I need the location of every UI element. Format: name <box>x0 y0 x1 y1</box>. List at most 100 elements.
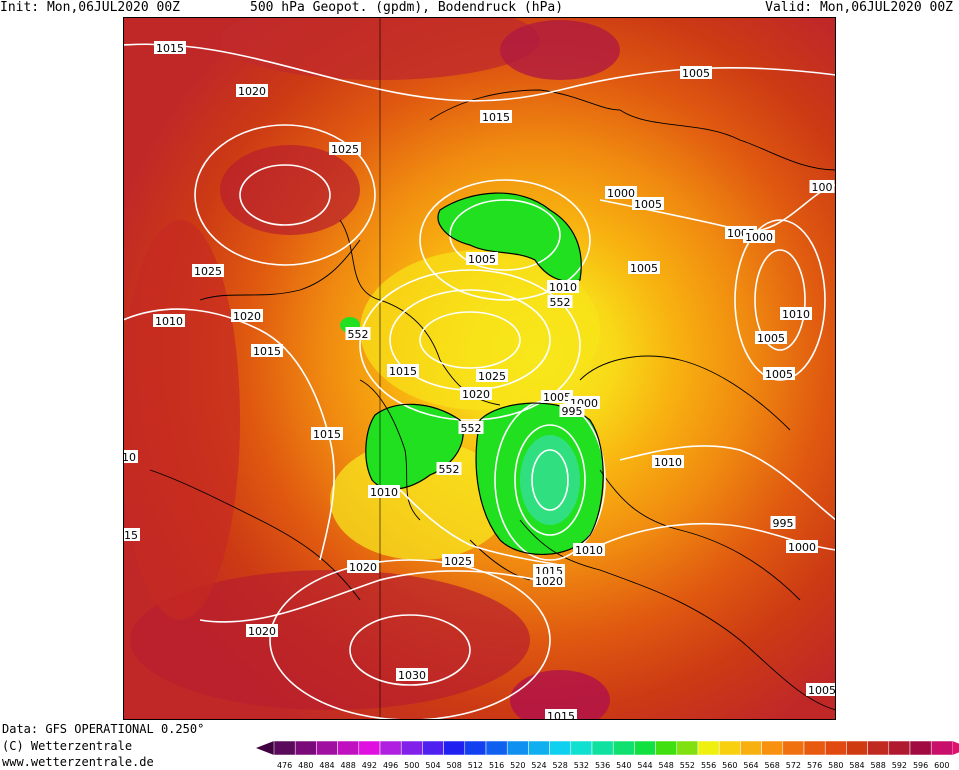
colorbar-tick-label: 592 <box>892 761 907 770</box>
colorbar-tick-label: 568 <box>765 761 780 770</box>
warm-area <box>130 570 530 710</box>
data-source: Data: GFS OPERATIONAL 0.250° <box>2 722 205 736</box>
colorbar-tick-label: 596 <box>913 761 928 770</box>
cold-area <box>360 250 600 410</box>
colorbar-tick-label: 552 <box>680 761 695 770</box>
isobar-label: 1025 <box>331 143 359 156</box>
colorbar-tick-label: 528 <box>553 761 568 770</box>
isobar-label: 100 <box>812 181 833 194</box>
colorbar-swatch <box>740 740 762 756</box>
isobar-label-box <box>236 84 268 97</box>
map-frame <box>123 17 836 720</box>
isobar <box>349 614 471 686</box>
isobar-label-box <box>573 543 605 556</box>
isobar-label-box <box>628 261 660 274</box>
isobar-label: 1015 <box>389 365 417 378</box>
isobar-label: 1005 <box>634 198 662 211</box>
colorbar-tick-label: 580 <box>828 761 843 770</box>
colorbar-swatch <box>634 740 656 756</box>
isobar-label-box <box>680 66 712 79</box>
isobar-label-box <box>547 295 573 308</box>
colorbar-tick-label: 488 <box>341 761 356 770</box>
isobar-label-box <box>123 528 140 541</box>
isobar-label-box <box>442 554 474 567</box>
warm-area <box>510 670 610 720</box>
isobar-label: 1015 <box>482 111 510 124</box>
isobar-label-box <box>547 280 579 293</box>
coastline <box>579 355 791 431</box>
isobar <box>419 179 591 301</box>
isobar-label-box <box>251 344 283 357</box>
coastline <box>359 379 421 521</box>
isobar-label-box <box>755 331 787 344</box>
isobar-label: 1000 <box>788 541 816 554</box>
isobar-label-box <box>559 404 585 417</box>
isobar <box>619 445 836 521</box>
isobar <box>199 570 561 623</box>
colorbar-swatch <box>930 740 953 756</box>
isobar-label: 1005 <box>468 253 496 266</box>
coastline <box>199 239 361 301</box>
colorbar-under <box>256 741 274 755</box>
isobar-label-box <box>763 367 795 380</box>
isobar-label-box <box>466 252 498 265</box>
colorbar-swatch <box>570 740 593 756</box>
colorbar-swatch <box>761 740 784 756</box>
colorbar-tick-label: 496 <box>383 761 398 770</box>
coastline <box>469 539 531 581</box>
isobar-label: 1020 <box>238 85 266 98</box>
colorbar-swatch <box>655 740 678 756</box>
colorbar-swatch <box>379 740 402 756</box>
isobar-label: 552 <box>550 296 571 309</box>
isobar-label-box <box>396 668 428 681</box>
colorbar-swatch <box>803 740 826 756</box>
isobar <box>194 124 376 266</box>
colorbar-tick-label: 572 <box>786 761 801 770</box>
isobar-label-box <box>368 485 400 498</box>
colorbar-tick-label: 588 <box>871 761 886 770</box>
isobar-label-box <box>246 624 278 637</box>
isobar-label-box <box>458 421 484 434</box>
isobar-label-box <box>329 142 361 155</box>
isobar-label-box <box>533 564 565 577</box>
isobar-label: 15 <box>124 529 138 542</box>
colorbar-tick-label: 524 <box>531 761 546 770</box>
colorbar-tick-label: 544 <box>637 761 652 770</box>
isobar-label: 1025 <box>478 370 506 383</box>
color-legend: 476 480 484 488 492 496 500 504 508 512 516 520 524 5… <box>256 740 959 770</box>
isobar-label-box <box>480 110 512 123</box>
isobar-label-box <box>154 41 186 54</box>
isobar-label-box <box>533 574 565 587</box>
isobar-label: 1025 <box>444 555 472 568</box>
colorbar-swatch <box>528 740 550 756</box>
isobar-label: 1030 <box>398 669 426 682</box>
isobar-label: 1010 <box>549 281 577 294</box>
coastline <box>519 519 836 711</box>
isobar-label-box <box>192 264 224 277</box>
isobar-label: 1020 <box>535 575 563 588</box>
warm-area <box>220 145 360 235</box>
isobar <box>123 308 335 561</box>
colorbar-tick-label: 536 <box>595 761 610 770</box>
isobar-label-box <box>476 369 508 382</box>
colorbar-tick-label: 476 <box>277 761 292 770</box>
isobar <box>754 249 806 351</box>
colorbar-swatch <box>549 740 572 756</box>
isobar-label: 552 <box>348 328 369 341</box>
colorbar-swatch <box>612 740 635 756</box>
isobar-label: 1020 <box>233 310 261 323</box>
isobar-label: 1020 <box>248 625 276 638</box>
isobar-label-box <box>806 683 836 696</box>
isobar-label-box <box>652 455 684 468</box>
isobar-label: 1020 <box>462 388 490 401</box>
isobar-label: 1005 <box>543 391 571 404</box>
isobar-label-box <box>632 197 664 210</box>
colorbar-tick-label: 532 <box>574 761 589 770</box>
isobar-label-box <box>605 186 637 199</box>
colorbar-tick-label: 540 <box>616 761 631 770</box>
isobar-label: 552 <box>461 422 482 435</box>
colorbar-swatch <box>782 740 805 756</box>
colorbar-swatch <box>697 740 720 756</box>
isobar-label: 1010 <box>370 486 398 499</box>
